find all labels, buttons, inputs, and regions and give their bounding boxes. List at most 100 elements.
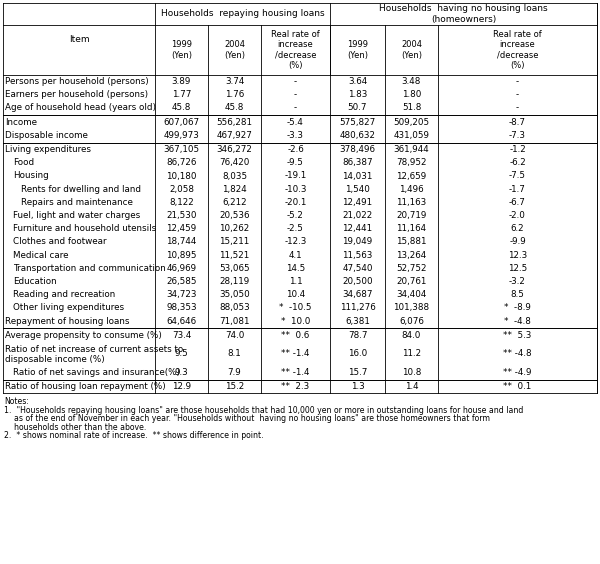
Text: 15,881: 15,881 xyxy=(396,237,427,246)
Text: Fuel, light and water charges: Fuel, light and water charges xyxy=(13,211,140,220)
Text: Repayment of housing loans: Repayment of housing loans xyxy=(5,317,130,325)
Text: Earners per household (persons): Earners per household (persons) xyxy=(5,90,148,99)
Text: -10.3: -10.3 xyxy=(284,184,307,193)
Text: Ratio of net increase of current assets to: Ratio of net increase of current assets … xyxy=(5,345,183,354)
Text: 2004
(Yen): 2004 (Yen) xyxy=(224,40,245,60)
Text: 19,049: 19,049 xyxy=(343,237,373,246)
Text: Reading and recreation: Reading and recreation xyxy=(13,290,115,299)
Text: 12,659: 12,659 xyxy=(397,171,427,180)
Text: 2,058: 2,058 xyxy=(169,184,194,193)
Text: **  0.1: ** 0.1 xyxy=(503,382,532,391)
Text: 10.4: 10.4 xyxy=(286,290,305,299)
Text: Households  repaying housing loans: Households repaying housing loans xyxy=(161,10,325,19)
Text: Living expenditures: Living expenditures xyxy=(5,145,91,154)
Text: 556,281: 556,281 xyxy=(217,118,253,127)
Text: 34,404: 34,404 xyxy=(397,290,427,299)
Text: 46,969: 46,969 xyxy=(166,264,197,273)
Text: 1.  "Households repaying housing loans" are those households that had 10,000 yen: 1. "Households repaying housing loans" a… xyxy=(4,406,523,415)
Text: Ratio of net savings and insurance(%): Ratio of net savings and insurance(%) xyxy=(13,368,180,377)
Text: 20,500: 20,500 xyxy=(342,277,373,286)
Text: 607,067: 607,067 xyxy=(163,118,200,127)
Text: 47,540: 47,540 xyxy=(342,264,373,273)
Text: 6.2: 6.2 xyxy=(511,224,524,233)
Text: 71,081: 71,081 xyxy=(219,317,250,325)
Text: 575,827: 575,827 xyxy=(340,118,376,127)
Text: -2.5: -2.5 xyxy=(287,224,304,233)
Text: 7.9: 7.9 xyxy=(227,368,241,377)
Text: Households  having no housing loans
(homeowners): Households having no housing loans (home… xyxy=(379,5,548,24)
Text: -12.3: -12.3 xyxy=(284,237,307,246)
Text: 480,632: 480,632 xyxy=(340,131,376,140)
Text: Education: Education xyxy=(13,277,56,286)
Text: -7.3: -7.3 xyxy=(509,131,526,140)
Text: 1.83: 1.83 xyxy=(348,90,367,99)
Text: 18,744: 18,744 xyxy=(166,237,197,246)
Text: -5.4: -5.4 xyxy=(287,118,304,127)
Text: 74.0: 74.0 xyxy=(225,331,244,340)
Text: Real rate of
increase
/decrease
(%): Real rate of increase /decrease (%) xyxy=(493,30,542,70)
Text: 15.2: 15.2 xyxy=(225,382,244,391)
Text: 1.76: 1.76 xyxy=(225,90,244,99)
Text: -: - xyxy=(516,90,519,99)
Text: 20,761: 20,761 xyxy=(397,277,427,286)
Text: 1.1: 1.1 xyxy=(289,277,302,286)
Text: 10,180: 10,180 xyxy=(166,171,197,180)
Text: Rents for dwelling and land: Rents for dwelling and land xyxy=(21,184,141,193)
Text: -2.6: -2.6 xyxy=(287,145,304,154)
Text: ** -1.4: ** -1.4 xyxy=(281,368,310,377)
Text: 367,105: 367,105 xyxy=(163,145,200,154)
Text: Other living expenditures: Other living expenditures xyxy=(13,303,124,312)
Text: -7.5: -7.5 xyxy=(509,171,526,180)
Text: 12,441: 12,441 xyxy=(343,224,373,233)
Text: Food: Food xyxy=(13,158,34,168)
Text: -3.2: -3.2 xyxy=(509,277,526,286)
Text: 53,065: 53,065 xyxy=(219,264,250,273)
Text: 64,646: 64,646 xyxy=(166,317,197,325)
Text: 9.5: 9.5 xyxy=(175,350,188,359)
Text: Real rate of
increase
/decrease
(%): Real rate of increase /decrease (%) xyxy=(271,30,320,70)
Text: -6.2: -6.2 xyxy=(509,158,526,168)
Text: -3.3: -3.3 xyxy=(287,131,304,140)
Text: ** -4.8: ** -4.8 xyxy=(503,350,532,359)
Text: 8,122: 8,122 xyxy=(169,198,194,207)
Text: 2004
(Yen): 2004 (Yen) xyxy=(401,40,422,60)
Text: 3.48: 3.48 xyxy=(402,77,421,86)
Text: 9.3: 9.3 xyxy=(175,368,188,377)
Text: -5.2: -5.2 xyxy=(287,211,304,220)
Text: households other than the above.: households other than the above. xyxy=(4,423,146,432)
Text: 3.74: 3.74 xyxy=(225,77,244,86)
Text: 12.3: 12.3 xyxy=(508,251,527,259)
Text: -1.7: -1.7 xyxy=(509,184,526,193)
Text: -2.0: -2.0 xyxy=(509,211,526,220)
Text: 11,563: 11,563 xyxy=(343,251,373,259)
Text: 78.7: 78.7 xyxy=(348,331,367,340)
Text: 21,530: 21,530 xyxy=(166,211,197,220)
Text: 8.5: 8.5 xyxy=(511,290,524,299)
Text: -9.9: -9.9 xyxy=(509,237,526,246)
Text: -20.1: -20.1 xyxy=(284,198,307,207)
Text: Item: Item xyxy=(68,34,89,43)
Text: 86,726: 86,726 xyxy=(166,158,197,168)
Text: **  2.3: ** 2.3 xyxy=(281,382,310,391)
Text: 76,420: 76,420 xyxy=(220,158,250,168)
Text: Housing: Housing xyxy=(13,171,49,180)
Text: 84.0: 84.0 xyxy=(402,331,421,340)
Text: 12,459: 12,459 xyxy=(166,224,197,233)
Text: Ratio of housing loan repayment (%): Ratio of housing loan repayment (%) xyxy=(5,382,166,391)
Text: 509,205: 509,205 xyxy=(394,118,430,127)
Text: -6.7: -6.7 xyxy=(509,198,526,207)
Text: as of the end of November in each year. "Households without  having no housing l: as of the end of November in each year. … xyxy=(4,415,490,424)
Text: 50.7: 50.7 xyxy=(348,104,367,112)
Text: 111,276: 111,276 xyxy=(340,303,376,312)
Text: 20,536: 20,536 xyxy=(219,211,250,220)
Text: 52,752: 52,752 xyxy=(396,264,427,273)
Text: 12.5: 12.5 xyxy=(508,264,527,273)
Text: 10.8: 10.8 xyxy=(402,368,421,377)
Text: 4.1: 4.1 xyxy=(289,251,302,259)
Text: *  -10.5: * -10.5 xyxy=(279,303,312,312)
Text: 8.1: 8.1 xyxy=(227,350,241,359)
Text: 98,353: 98,353 xyxy=(166,303,197,312)
Text: 6,212: 6,212 xyxy=(222,198,247,207)
Text: 8,035: 8,035 xyxy=(222,171,247,180)
Text: *  -8.9: * -8.9 xyxy=(504,303,531,312)
